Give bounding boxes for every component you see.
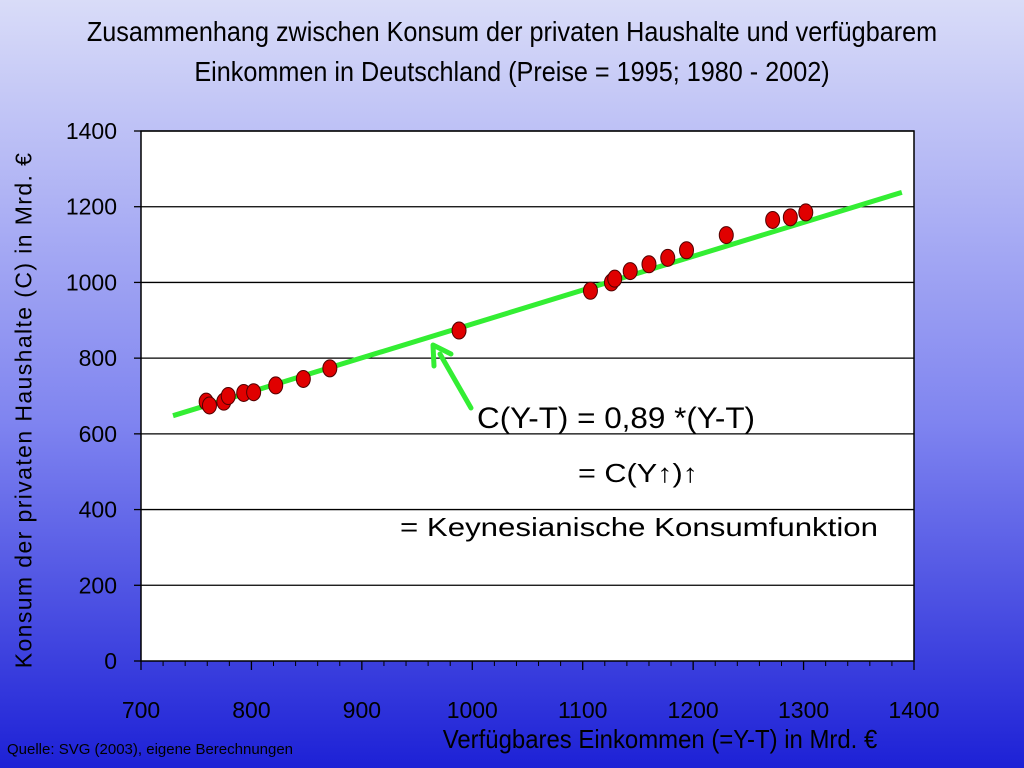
annotation-equation: C(Y-T) = 0,89 *(Y-T) — [477, 402, 755, 435]
data-point — [660, 248, 676, 267]
data-point — [607, 269, 623, 288]
y-tick-label: 200 — [79, 572, 117, 598]
annotation-keynes: = Keynesianische Konsumfunktion — [400, 512, 878, 542]
data-point — [765, 210, 781, 229]
y-tick-label: 400 — [79, 497, 117, 523]
chart-title: Zusammenhang zwischen Konsum der private… — [51, 12, 973, 92]
data-point — [295, 369, 311, 388]
data-points-group — [198, 203, 814, 415]
x-tick-label: 900 — [343, 697, 381, 723]
regression-line-group — [172, 189, 903, 419]
data-point — [679, 241, 695, 260]
axis-ticks — [134, 130, 915, 670]
x-tick-label: 1300 — [778, 697, 829, 723]
data-point — [798, 203, 814, 222]
x-tick-label: 1400 — [888, 697, 939, 723]
arrow-head — [430, 342, 454, 369]
data-point — [220, 387, 236, 405]
regression-line — [172, 189, 903, 419]
data-point — [201, 396, 217, 415]
y-tick-label: 1200 — [66, 194, 117, 220]
gridlines — [141, 130, 914, 586]
data-point — [622, 262, 638, 281]
data-point — [641, 255, 657, 274]
data-point — [451, 321, 467, 340]
x-axis-label: Verfügbares Einkommen (=Y-T) in Mrd. € — [442, 724, 878, 754]
y-tick-label: 0 — [104, 648, 117, 674]
annotation-consumption-rise: = C(Y↑)↑ — [578, 458, 698, 488]
arrow-shaft — [437, 351, 474, 411]
x-tick-label: 1000 — [447, 697, 498, 723]
annotation-arrow — [430, 342, 474, 411]
x-tick-label: 800 — [232, 697, 270, 723]
y-tick-labels: 0 200 400 600 800 1000 1200 1400 — [66, 118, 117, 674]
data-point — [718, 226, 734, 245]
data-point — [782, 208, 798, 227]
source-note: Quelle: SVG (2003), eigene Berechnungen — [7, 741, 294, 758]
y-tick-label: 600 — [79, 421, 117, 447]
y-tick-label: 800 — [79, 345, 117, 371]
x-tick-label: 1100 — [558, 697, 607, 723]
data-point — [268, 376, 284, 395]
y-tick-label: 1000 — [66, 269, 117, 295]
data-point — [582, 281, 598, 300]
chart-title-line-2: Einkommen in Deutschland (Preise = 1995;… — [194, 56, 830, 87]
y-tick-label: 1400 — [66, 118, 117, 144]
x-tick-label: 700 — [122, 697, 160, 723]
x-tick-label: 1200 — [668, 697, 719, 723]
y-axis-label: Konsum der privaten Haushalte (C) in Mrd… — [10, 151, 37, 669]
x-tick-labels: 700 800 900 1000 1100 1200 1300 1400 — [122, 697, 940, 723]
data-point — [322, 359, 338, 378]
data-point — [246, 383, 262, 402]
chart-title-line-1: Zusammenhang zwischen Konsum der private… — [86, 16, 938, 47]
